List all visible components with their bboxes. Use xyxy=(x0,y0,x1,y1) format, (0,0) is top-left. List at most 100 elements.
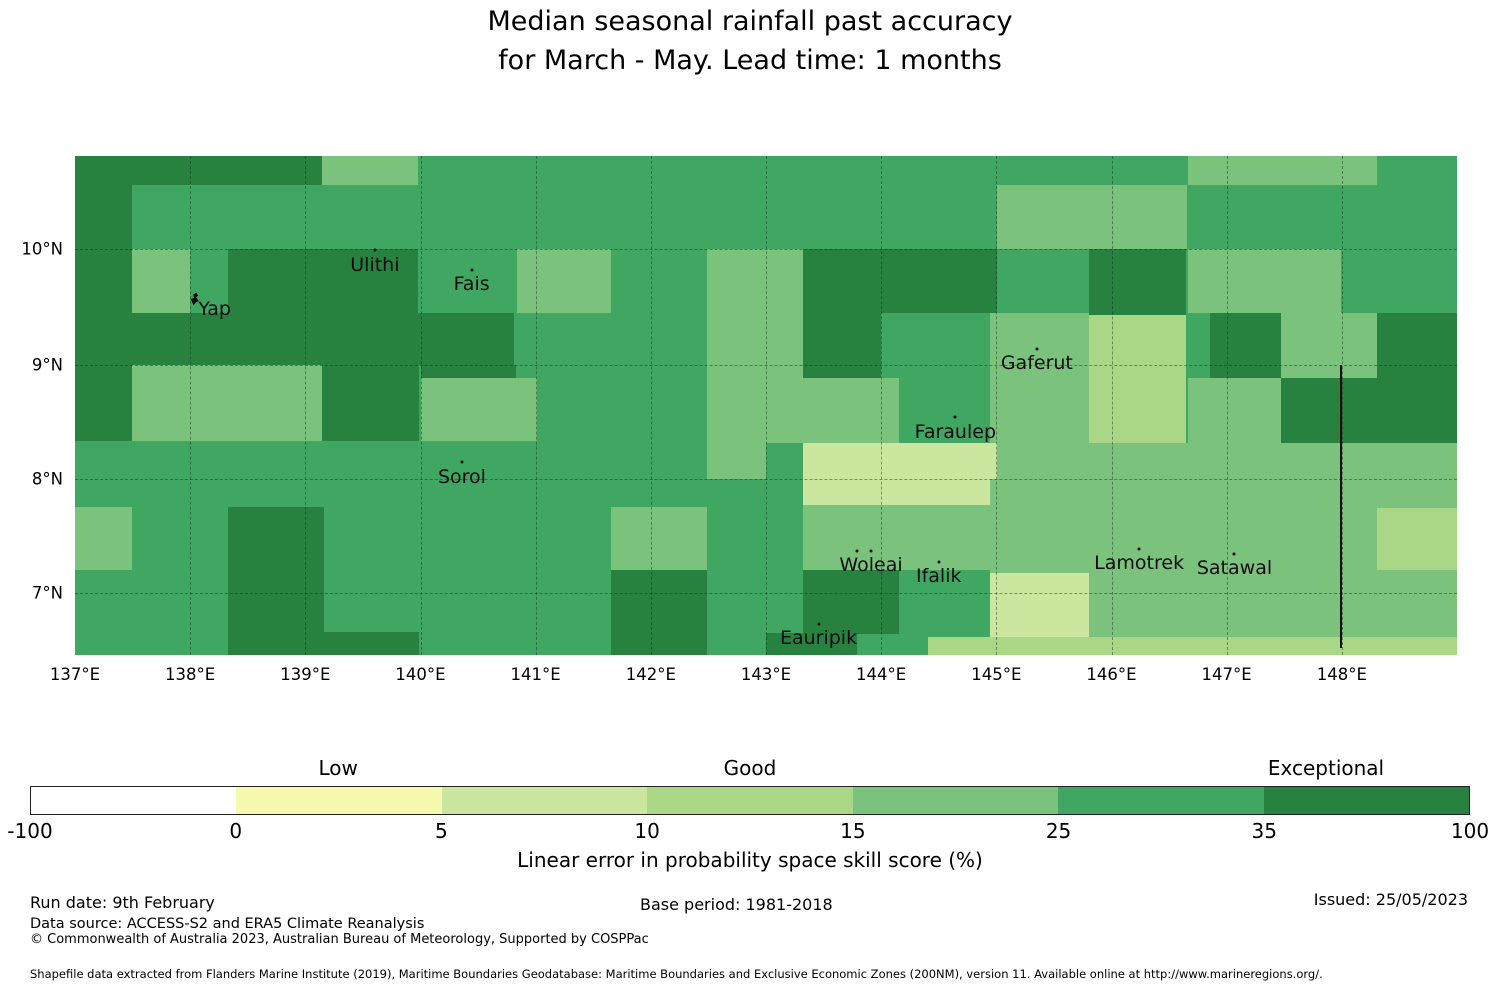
island-dot-icon xyxy=(460,460,464,464)
island-dot-icon xyxy=(817,622,821,626)
gridline-vertical xyxy=(1341,156,1343,655)
x-axis-tick-label: 146°E xyxy=(1086,665,1137,684)
island-label: Gaferut xyxy=(1000,352,1073,375)
colorbar-tick-label: 5 xyxy=(435,819,448,843)
map-region xyxy=(611,506,707,570)
colorbar-segment xyxy=(441,787,648,814)
map-region xyxy=(1187,378,1283,443)
island-label: Woleai xyxy=(839,554,903,577)
map-region xyxy=(1376,313,1457,444)
map-region xyxy=(228,248,418,313)
gridline-vertical xyxy=(766,156,767,655)
island-label: Eauripik xyxy=(779,627,858,650)
gridline-horizontal xyxy=(75,249,1457,250)
map-region xyxy=(996,442,1457,479)
gridline-vertical xyxy=(650,156,652,655)
map-region xyxy=(803,504,1007,571)
island-label: Ifalik xyxy=(916,565,962,588)
map-region xyxy=(1209,313,1282,379)
island-label: Satawal xyxy=(1196,557,1273,580)
island-label: Faraulep xyxy=(914,420,997,443)
y-axis-tick-label: 8°N xyxy=(31,469,63,489)
x-axis-tick-label: 147°E xyxy=(1201,665,1252,684)
colorbar-tick-label: 25 xyxy=(1045,819,1072,843)
footer-shapefile-note: Shapefile data extracted from Flanders M… xyxy=(30,967,1323,981)
map-region xyxy=(803,442,997,505)
map-region xyxy=(803,378,899,443)
x-axis-tick-label: 148°E xyxy=(1316,665,1367,684)
map-region xyxy=(989,313,1090,444)
footer-issued: Issued: 25/05/2023 xyxy=(1313,890,1468,909)
y-axis-tick-label: 10°N xyxy=(21,239,63,259)
x-axis-tick-label: 145°E xyxy=(971,665,1022,684)
map-region xyxy=(131,365,323,441)
colorbar-tick-label: 100 xyxy=(1450,819,1490,843)
y-axis-tick-label: 9°N xyxy=(31,355,63,375)
map-region xyxy=(517,248,612,313)
island-label: Yap xyxy=(198,298,231,321)
gridline-vertical xyxy=(881,156,883,655)
colorbar-segment xyxy=(852,787,1059,814)
footer-copyright: © Commonwealth of Australia 2023, Austra… xyxy=(30,932,649,947)
map-area: Yap Ulithi Fais Sorol Gaferut Faraulep Woleai I… xyxy=(75,156,1457,655)
island-dot-icon xyxy=(470,268,474,272)
map-region xyxy=(75,156,132,441)
gridline-vertical xyxy=(305,156,307,655)
x-axis-tick-label: 138°E xyxy=(165,665,216,684)
map-region xyxy=(75,506,132,570)
map-region xyxy=(1281,313,1377,379)
map-region xyxy=(322,632,420,655)
gridline-vertical xyxy=(1111,156,1113,655)
map-region xyxy=(766,248,804,443)
title-line-2: for March - May. Lead time: 1 months xyxy=(498,45,1002,76)
island-dot-icon xyxy=(869,549,873,553)
map-region xyxy=(1187,248,1341,313)
island-dot-icon xyxy=(1137,547,1141,551)
gridline-vertical xyxy=(535,156,537,655)
gridline-vertical xyxy=(420,156,422,655)
gridline-horizontal xyxy=(75,479,1457,480)
map-region xyxy=(1187,156,1377,185)
map-region xyxy=(766,633,858,655)
colorbar-segment xyxy=(647,787,853,814)
map-region xyxy=(803,248,881,379)
y-axis-tick-label: 7°N xyxy=(31,583,63,603)
map-region xyxy=(1089,315,1187,443)
footer-run-date: Run date: 9th February xyxy=(30,893,215,912)
map-region xyxy=(880,248,997,313)
map-region xyxy=(927,637,1457,655)
colorbar-segment xyxy=(236,787,442,814)
map-region xyxy=(611,570,707,655)
island-label: Ulithi xyxy=(350,253,400,276)
gridline-horizontal xyxy=(75,593,1457,595)
island-label: Lamotrek xyxy=(1094,552,1185,575)
gridline-vertical xyxy=(190,156,192,655)
island-dot-icon xyxy=(937,560,941,564)
map-region xyxy=(228,506,324,655)
island-dot-icon xyxy=(1035,347,1039,351)
colorbar-category-label: Low xyxy=(318,756,358,780)
colorbar-tick-label: -100 xyxy=(7,819,53,843)
eez-boundary-line xyxy=(1339,365,1342,648)
footer-data-source: Data source: ACCESS-S2 and ERA5 Climate … xyxy=(30,916,425,932)
island-dot-icon xyxy=(373,248,377,252)
map-region xyxy=(1376,507,1457,570)
x-axis-tick-label: 143°E xyxy=(740,665,792,684)
island-dot-icon xyxy=(855,549,859,553)
page-title: Median seasonal rainfall past accuracy f… xyxy=(0,2,1500,80)
map-region xyxy=(322,365,420,441)
gridline-vertical xyxy=(996,156,998,655)
map-region xyxy=(420,378,537,441)
map-region xyxy=(131,248,190,313)
title-line-1: Median seasonal rainfall past accuracy xyxy=(487,6,1013,37)
gridline-horizontal xyxy=(75,364,1457,366)
island-label: Fais xyxy=(453,273,490,296)
map-region xyxy=(1089,248,1187,316)
colorbar-category-label: Good xyxy=(723,756,777,780)
map-region xyxy=(420,365,516,379)
x-axis-tick-label: 140°E xyxy=(395,665,446,684)
gridline-vertical xyxy=(1226,156,1228,655)
colorbar-tick-label: 35 xyxy=(1251,819,1278,843)
x-axis-tick-label: 139°E xyxy=(280,665,331,684)
map-region xyxy=(706,248,766,479)
